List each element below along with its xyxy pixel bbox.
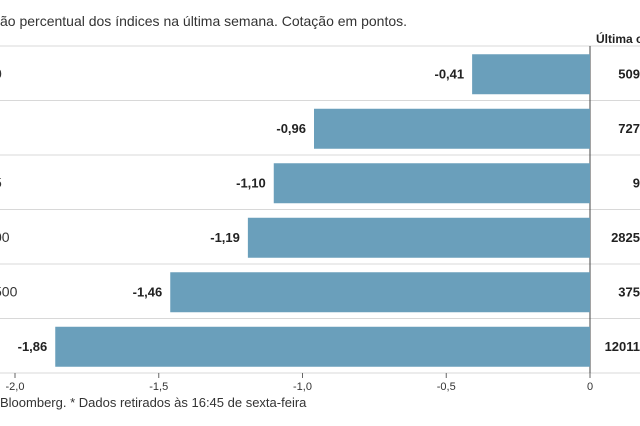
last-quote-label: 509	[618, 66, 640, 81]
x-tick-label: 0	[587, 381, 593, 393]
x-tick-label: -1,5	[149, 381, 168, 393]
bar	[247, 217, 590, 258]
last-quote-column-header: Última c	[596, 32, 640, 46]
x-tick-label: -2,0	[6, 381, 25, 393]
bar	[472, 54, 590, 95]
bars	[55, 54, 590, 367]
bar	[314, 108, 590, 149]
value-label: -1,46	[133, 284, 163, 299]
bar	[170, 272, 590, 313]
category-label: 500	[0, 283, 18, 299]
bar	[273, 163, 590, 204]
category-label: 00	[0, 229, 10, 245]
chart-subtitle: ão percentual dos índices na última sema…	[0, 13, 408, 29]
value-label: -0,96	[276, 121, 306, 136]
x-tick-label: -1,0	[293, 381, 312, 393]
last-quote-label: 727	[618, 121, 640, 136]
x-tick-label: -0,5	[437, 381, 456, 393]
x-axis: -2,0 -1,5 -1,0 -0,5 0	[6, 373, 593, 393]
category-label: 5	[0, 174, 2, 190]
value-label: -1,19	[210, 230, 240, 245]
last-quote-label: 2825	[611, 230, 640, 245]
labels: 0 -0,41 509 -0,96 727 5 -1,10 9 00 -1,19 2825 500 -1…	[0, 65, 640, 354]
value-label: -1,86	[18, 339, 48, 354]
value-label: -0,41	[434, 66, 464, 81]
bar	[55, 326, 590, 367]
last-quote-label: 9	[633, 175, 640, 190]
last-quote-label: 12011	[605, 339, 640, 354]
last-quote-label: 375	[618, 284, 640, 299]
grid-lines	[0, 45, 640, 374]
value-label: -1,10	[236, 175, 266, 190]
category-label: 0	[0, 65, 2, 81]
source-note: Bloomberg. * Dados retirados às 16:45 de…	[0, 395, 307, 410]
